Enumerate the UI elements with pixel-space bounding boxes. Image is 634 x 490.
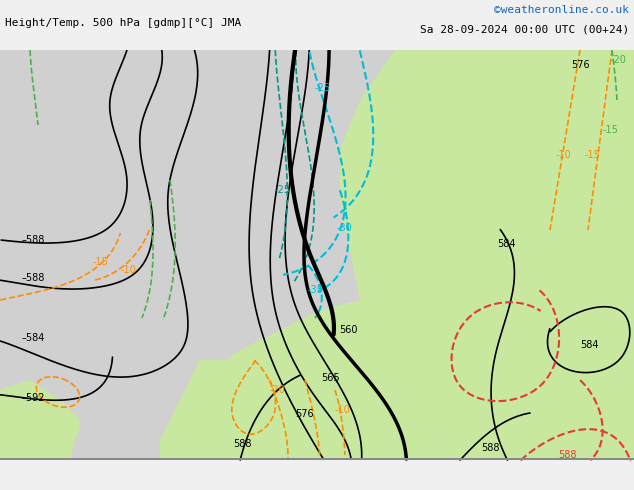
Text: -10: -10: [334, 405, 350, 415]
Text: -25: -25: [275, 185, 291, 195]
Text: -35: -35: [307, 285, 323, 295]
Text: –592: –592: [22, 393, 46, 403]
Text: –584: –584: [22, 333, 46, 343]
Text: 584: 584: [497, 239, 515, 249]
Polygon shape: [0, 50, 634, 460]
Text: –588: –588: [22, 273, 46, 283]
Text: -20: -20: [610, 55, 626, 65]
Polygon shape: [340, 50, 634, 460]
Text: –588: –588: [22, 235, 46, 245]
Text: -15: -15: [602, 125, 618, 135]
Text: -15: -15: [584, 150, 600, 160]
Text: ©weatheronline.co.uk: ©weatheronline.co.uk: [494, 5, 629, 15]
Text: 588: 588: [233, 439, 251, 449]
Polygon shape: [160, 360, 440, 460]
Bar: [0, 458, 634, 460]
Polygon shape: [340, 50, 634, 460]
Polygon shape: [160, 440, 634, 460]
Polygon shape: [0, 400, 80, 460]
Polygon shape: [0, 380, 80, 460]
Text: 560: 560: [339, 325, 357, 335]
Text: Height/Temp. 500 hPa [gdmp][°C] JMA: Height/Temp. 500 hPa [gdmp][°C] JMA: [5, 18, 242, 28]
Text: 584: 584: [579, 340, 598, 350]
Text: -25: -25: [315, 83, 331, 93]
Text: 588: 588: [558, 450, 576, 460]
Text: 576: 576: [295, 409, 313, 419]
Text: -20: -20: [269, 385, 285, 395]
Text: -10: -10: [555, 150, 571, 160]
Text: 565: 565: [321, 373, 339, 383]
Text: -15: -15: [92, 257, 108, 267]
Text: Sa 28-09-2024 00:00 UTC (00+24): Sa 28-09-2024 00:00 UTC (00+24): [420, 25, 629, 35]
Text: -10: -10: [120, 265, 136, 275]
Bar: [0, 0, 634, 50]
Text: 588: 588: [481, 443, 499, 453]
Text: -30: -30: [336, 223, 352, 233]
Polygon shape: [200, 300, 440, 460]
Text: 576: 576: [571, 60, 590, 70]
